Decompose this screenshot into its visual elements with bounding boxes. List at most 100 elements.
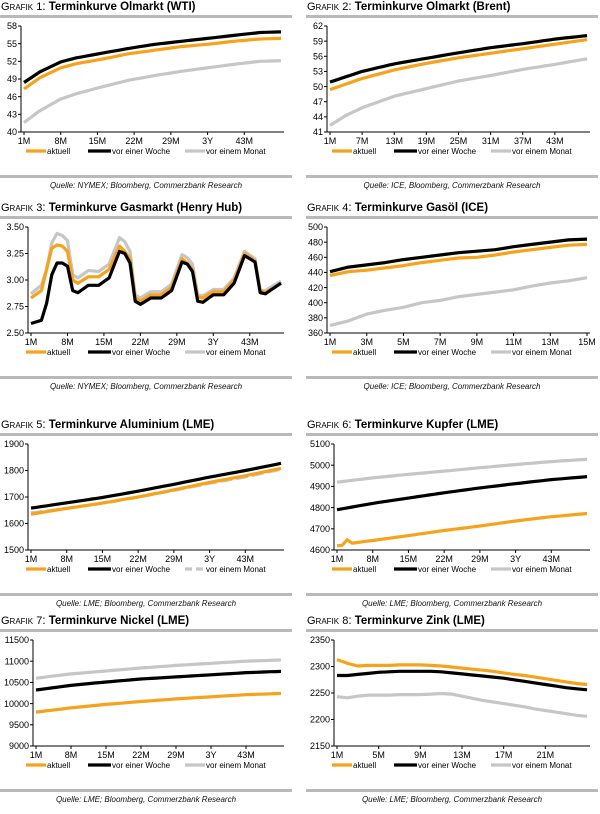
chart-title-prefix: Grafik 1: [1, 1, 42, 13]
title-prefix-number: 8: [342, 615, 349, 627]
x-tick-label: 29M: [165, 554, 183, 564]
y-tick-label: 44: [313, 112, 323, 122]
chart-source: Quelle: LME; Bloomberg, Commerzbank Rese…: [361, 599, 543, 608]
y-tick-label: 46: [7, 92, 17, 102]
chart-svg: 2.50 2.75 3.00 3.25 3.50 1M 8M 15M 22M 29M 3Y 43M ak…: [6, 222, 284, 357]
legend-label-woche: vor einer Woche: [418, 147, 477, 156]
chart-title: Grafik 1: Terminkurve Olmarkt (WTI): [1, 1, 196, 13]
legend-label-aktuell: aktuell: [353, 565, 376, 574]
series-line-woche: [23, 30, 282, 84]
y-tick-label: 1600: [4, 519, 24, 529]
chart-source: Quelle: ICE, Bloomberg, Commerzbank Rese…: [363, 181, 541, 190]
y-tick-label: 11000: [5, 656, 29, 666]
y-tick-label: 1800: [4, 466, 24, 476]
chart-source: Quelle: NYMEX; Bloomberg, Commerzbank Re…: [49, 382, 243, 391]
footer-rule: [0, 175, 292, 178]
x-tick-label: 8M: [61, 337, 74, 347]
title-prefix-number: 6: [342, 419, 349, 431]
x-tick-label: 43M: [237, 750, 255, 760]
legend-label-aktuell: aktuell: [47, 761, 70, 770]
x-tick-label: 11M: [505, 337, 522, 347]
series-line-woche: [35, 669, 282, 692]
y-tick-label: 3.50: [6, 222, 24, 232]
x-tick-label: 21M: [537, 750, 555, 760]
x-tick-label: 1M: [331, 750, 344, 760]
chart-title: Grafik 5: Terminkurve Aluminium (LME): [1, 419, 215, 431]
footer-rule: [0, 789, 292, 792]
chart-title-prefix: Grafik 4: [307, 202, 348, 214]
x-tick-label: 5M: [372, 750, 385, 760]
x-tick-label: 19M: [418, 136, 436, 146]
title-rule: [0, 15, 292, 18]
chart-title-prefix: Grafik 7: [1, 615, 42, 627]
chart-source: Quelle: NYMEX; Bloomberg, Commerzbank Re…: [49, 181, 243, 190]
x-tick-label: 3Y: [208, 337, 219, 347]
x-tick-label: 43M: [237, 554, 255, 564]
legend-label-woche: vor einer Woche: [112, 147, 171, 156]
title-prefix-word: Grafik: [307, 1, 340, 13]
y-tick-label: 52: [7, 57, 17, 67]
y-tick-label: 2250: [310, 688, 330, 698]
y-tick-label: 480: [308, 237, 323, 247]
y-tick-label: 40: [7, 127, 17, 137]
y-tick-label: 4900: [310, 482, 330, 492]
x-tick-label: 15M: [89, 136, 107, 146]
chart-title: Grafik 7: Terminkurve Nickel (LME): [1, 615, 190, 627]
x-tick-label: 43M: [236, 136, 254, 146]
chart-source: Quelle: LME; Bloomberg, Commerzbank Rese…: [55, 795, 237, 804]
chart-panel-4: Grafik 4: Terminkurve Gasöl (ICE) 360 380 4…: [306, 201, 598, 401]
title-prefix-word: Grafik: [1, 419, 34, 431]
x-tick-label: 43M: [543, 554, 561, 564]
x-tick-label: 29M: [162, 136, 180, 146]
x-tick-label: 9M: [471, 337, 484, 347]
legend-label-woche: vor einer Woche: [112, 761, 171, 770]
x-tick-label: 22M: [132, 337, 150, 347]
y-tick-label: 1700: [4, 492, 24, 502]
x-tick-label: 29M: [167, 750, 185, 760]
y-tick-label: 460: [308, 252, 323, 262]
y-tick-label: 1900: [4, 439, 24, 449]
y-tick-label: 2.75: [6, 302, 24, 312]
x-tick-label: 13M: [542, 337, 560, 347]
footer-rule: [306, 175, 598, 178]
x-tick-label: 22M: [129, 554, 147, 564]
legend-label-monat: vor einem Monat: [206, 761, 266, 770]
x-tick-label: 3Y: [205, 750, 216, 760]
chart-title-text: Terminkurve Kupfer (LME): [354, 419, 499, 431]
x-tick-label: 1M: [331, 554, 344, 564]
y-tick-label: 55: [7, 39, 17, 49]
y-tick-label: 2300: [310, 662, 330, 672]
chart-title: Grafik 4: Terminkurve Gasöl (ICE): [307, 202, 489, 214]
series-line-aktuell: [30, 466, 282, 516]
y-tick-label: 420: [308, 283, 323, 293]
y-tick-label: 400: [308, 298, 323, 308]
y-tick-label: 62: [313, 21, 323, 31]
series-line-monat: [336, 457, 588, 484]
chart-title-text: Terminkurve Zink (LME): [354, 615, 485, 627]
legend-label-monat: vor einem Monat: [512, 761, 572, 770]
chart-title-prefix: Grafik 3: [1, 202, 42, 214]
legend-label-monat: vor einem Monat: [206, 348, 266, 357]
y-tick-label: 41: [313, 127, 323, 137]
title-prefix-number: 1: [36, 1, 43, 13]
chart-svg: 4600 4700 4800 4900 5000 5100 1M 8M 15M 22M 29M 3Y 4…: [310, 439, 590, 574]
y-tick-label: 4600: [310, 545, 330, 555]
y-tick-label: 9000: [9, 741, 29, 751]
x-tick-label: 1M: [25, 337, 38, 347]
y-tick-label: 3.25: [6, 249, 24, 259]
x-tick-label: 1M: [324, 337, 337, 347]
series-line-monat: [329, 57, 588, 127]
y-tick-label: 4800: [310, 503, 330, 513]
series-line-aktuell: [336, 511, 588, 548]
y-tick-label: 500: [308, 222, 323, 232]
chart-title: Grafik 3: Terminkurve Gasmarkt (Henry Hu…: [1, 202, 243, 214]
y-tick-label: 4700: [310, 524, 330, 534]
x-tick-label: 22M: [132, 750, 150, 760]
legend-label-monat: vor einem Monat: [206, 147, 266, 156]
y-tick-label: 10500: [4, 678, 29, 688]
legend-label-woche: vor einer Woche: [418, 565, 477, 574]
x-tick-label: 1M: [324, 136, 337, 146]
series-line-monat: [23, 59, 282, 124]
chart-title-prefix: Grafik 5: [1, 419, 42, 431]
series-line-woche: [30, 461, 282, 510]
